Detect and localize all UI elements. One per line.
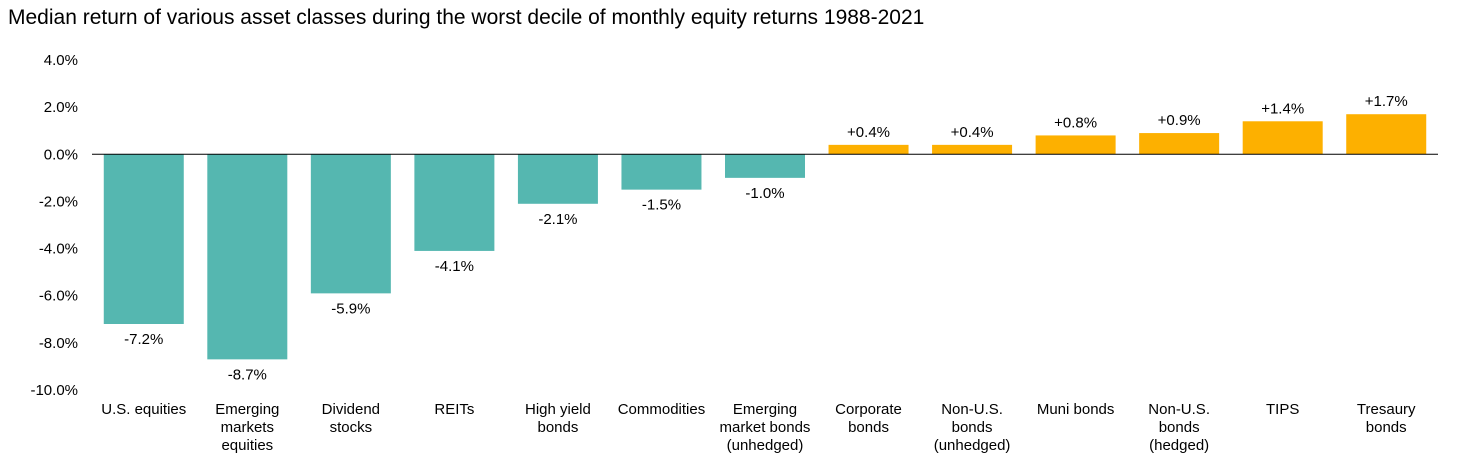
- category-label: High yield bonds: [525, 401, 591, 436]
- data-label: -1.5%: [642, 197, 681, 214]
- data-label: +0.4%: [951, 124, 994, 141]
- data-label: +1.7%: [1365, 93, 1408, 110]
- category-label: Muni bonds: [1037, 401, 1115, 418]
- category-label: Emerging markets equities: [215, 401, 279, 454]
- category-label: REITs: [434, 401, 474, 418]
- category-label: Corporate bonds: [835, 401, 902, 436]
- data-label: -5.9%: [331, 300, 370, 317]
- bar: [207, 154, 288, 360]
- y-axis-ticks: 4.0% 2.0% 0.0% -2.0% -4.0% -6.0% -8.0% -10.0%: [30, 52, 78, 399]
- category-label: Commodities: [618, 401, 706, 418]
- category-label: Non-U.S. bonds (hedged): [1148, 401, 1210, 454]
- y-tick-label: 4.0%: [44, 52, 78, 69]
- data-label: -7.2%: [124, 331, 163, 348]
- y-tick-label: -10.0%: [30, 382, 78, 399]
- data-label: -1.0%: [745, 185, 784, 202]
- data-labels: -7.2% -8.7% -5.9% -4.1% -2.1% -1.5% -1.0% +0.4%…: [124, 93, 1408, 383]
- bar: [1242, 121, 1323, 155]
- bar: [1139, 133, 1220, 155]
- bar: [310, 154, 391, 294]
- bar: [725, 154, 805, 178]
- y-tick-label: -6.0%: [39, 288, 78, 305]
- category-label: Non-U.S. bonds (unhedged): [934, 401, 1011, 454]
- bar: [103, 154, 184, 324]
- y-tick-label: 2.0%: [44, 99, 78, 116]
- y-tick-label: -4.0%: [39, 241, 78, 258]
- bar: [517, 154, 598, 204]
- bar: [828, 144, 909, 155]
- bar: [414, 154, 495, 251]
- data-label: -4.1%: [435, 258, 474, 275]
- category-labels: U.S. equities Emerging markets equities Divi…: [101, 401, 1416, 454]
- chart-title: Median return of various asset classes d…: [8, 6, 925, 29]
- category-label: Tresaury bonds: [1357, 401, 1416, 436]
- data-label: +0.8%: [1054, 114, 1097, 131]
- data-label: -8.7%: [228, 366, 267, 383]
- category-label: U.S. equities: [101, 401, 186, 418]
- category-label: Dividend stocks: [322, 401, 380, 436]
- category-label: Emerging market bonds (unhedged): [720, 401, 811, 454]
- bar: [1035, 135, 1116, 155]
- y-tick-label: 0.0%: [44, 146, 78, 163]
- data-label: +1.4%: [1261, 100, 1304, 117]
- bar: [621, 154, 702, 190]
- y-tick-label: -2.0%: [39, 193, 78, 210]
- bar: [1346, 114, 1427, 155]
- y-tick-label: -8.0%: [39, 335, 78, 352]
- category-label: TIPS: [1266, 401, 1299, 418]
- data-label: -2.1%: [538, 211, 577, 228]
- bar: [932, 144, 1013, 155]
- data-label: +0.9%: [1158, 112, 1201, 129]
- data-label: +0.4%: [847, 124, 890, 141]
- bars: [103, 114, 1427, 360]
